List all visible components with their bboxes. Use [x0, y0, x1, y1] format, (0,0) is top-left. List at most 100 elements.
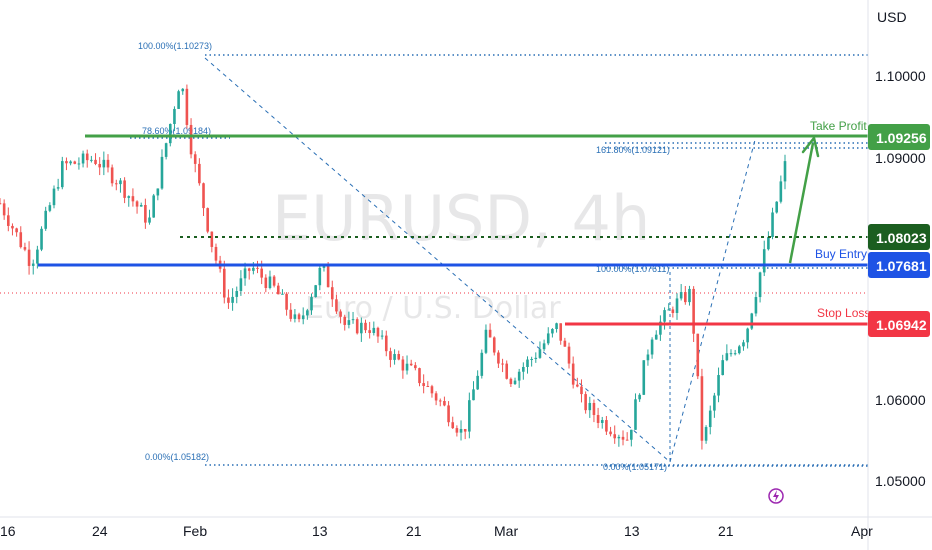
candle-body	[621, 436, 625, 440]
candle-body	[580, 386, 583, 395]
candle-body	[48, 205, 52, 211]
candle-body	[696, 333, 700, 377]
fib-label-ext0: 0.00%(1.05171)	[603, 462, 667, 472]
candle-body	[422, 383, 425, 387]
candle-body	[7, 215, 10, 226]
candle-body	[77, 163, 81, 165]
candle-body	[738, 346, 741, 354]
candle-body	[56, 187, 60, 189]
candle-body	[206, 208, 209, 232]
candle-body	[256, 267, 259, 269]
candle-body	[584, 394, 587, 411]
candle-body	[563, 340, 567, 347]
candle-body	[131, 196, 135, 202]
buy-entry-badge[interactable]: 1.07681	[868, 252, 930, 278]
candle-body	[488, 329, 492, 338]
x-tick-13a: 13	[312, 523, 328, 539]
candle-body	[555, 323, 558, 330]
candle-body	[314, 285, 317, 298]
candle-body	[360, 322, 363, 334]
candle-body	[189, 124, 193, 155]
candle-body	[779, 181, 783, 202]
fib-label-ext161: 161.80%(1.09121)	[596, 145, 670, 155]
candle-body	[31, 263, 35, 266]
x-tick-13b: 13	[624, 523, 640, 539]
candle-body	[409, 363, 413, 366]
candle-body	[27, 249, 31, 266]
candle-body	[451, 422, 455, 429]
candle-body	[347, 320, 351, 325]
candle-body	[114, 183, 118, 185]
fib-ext-trend-line	[669, 139, 756, 463]
candle-body	[459, 428, 463, 433]
candle-body	[480, 352, 484, 376]
y-tick-1.05000: 1.05000	[875, 473, 926, 489]
candle-body	[692, 288, 695, 334]
candle-body	[110, 167, 114, 184]
stop-loss-badge[interactable]: 1.06942	[868, 311, 930, 337]
candle-body	[239, 278, 243, 292]
candle-body	[23, 247, 27, 250]
candle-body	[509, 378, 513, 385]
candle-body	[430, 386, 434, 394]
candle-body	[700, 376, 704, 441]
candle-body	[405, 363, 409, 371]
candle-body	[135, 201, 139, 207]
candle-body	[434, 393, 438, 401]
candle-body	[642, 360, 646, 395]
pivot-badge[interactable]: 1.08023	[868, 224, 930, 250]
fib-label-ext100: 100.00%(1.07611)	[596, 264, 669, 274]
candle-body	[343, 316, 347, 325]
fib-label-low: 0.00%(1.05182)	[145, 452, 209, 462]
fib-retracement[interactable]: 100.00%(1.10273) 78.60%(1.09184) 0.00%(1…	[130, 41, 868, 472]
candle-body	[368, 330, 371, 333]
candle-body	[625, 439, 629, 441]
candle-body	[775, 201, 778, 213]
candle-body	[276, 285, 280, 295]
x-tick-apr: Apr	[851, 523, 873, 539]
buy-entry-label: Buy Entry	[815, 247, 867, 261]
candle-body	[144, 204, 147, 223]
candle-body	[762, 249, 766, 273]
candle-body	[297, 314, 301, 320]
candle-body	[559, 323, 563, 341]
candle-body	[384, 335, 388, 352]
candle-body	[767, 236, 770, 250]
candle-body	[247, 268, 251, 271]
candle-body	[426, 386, 430, 388]
take-profit-badge[interactable]: 1.09256	[868, 124, 930, 150]
candle-body	[380, 335, 384, 337]
candle-body	[355, 319, 359, 334]
candle-body	[617, 436, 621, 439]
y-tick-1.10000: 1.10000	[875, 68, 926, 84]
candle-body	[484, 329, 488, 353]
projection-arrow[interactable]	[788, 136, 820, 264]
candle-body	[472, 389, 475, 401]
candle-body	[546, 333, 550, 344]
lightning-icon[interactable]	[768, 488, 784, 504]
candle-body	[646, 354, 650, 361]
x-tick-24: 24	[92, 523, 108, 539]
x-tick-mar: Mar	[494, 523, 518, 539]
candle-body	[497, 352, 500, 364]
candle-body	[168, 123, 172, 144]
candle-body	[173, 108, 176, 124]
candle-body	[605, 420, 608, 432]
candle-body	[671, 309, 675, 314]
candle-body	[609, 431, 612, 435]
candle-body	[634, 399, 637, 430]
candle-body	[106, 159, 110, 168]
candle-body	[708, 410, 712, 428]
candle-body	[306, 310, 309, 316]
candle-body	[364, 322, 367, 331]
fib-label-upper: 78.60%(1.09184)	[142, 126, 211, 136]
candle-body	[468, 400, 471, 432]
candle-body	[526, 359, 529, 367]
candle-body	[148, 217, 151, 223]
candle-body	[85, 153, 89, 161]
candle-body	[272, 276, 276, 286]
candle-body	[339, 311, 342, 317]
fib-trend-line	[204, 57, 671, 463]
candle-body	[688, 288, 691, 303]
